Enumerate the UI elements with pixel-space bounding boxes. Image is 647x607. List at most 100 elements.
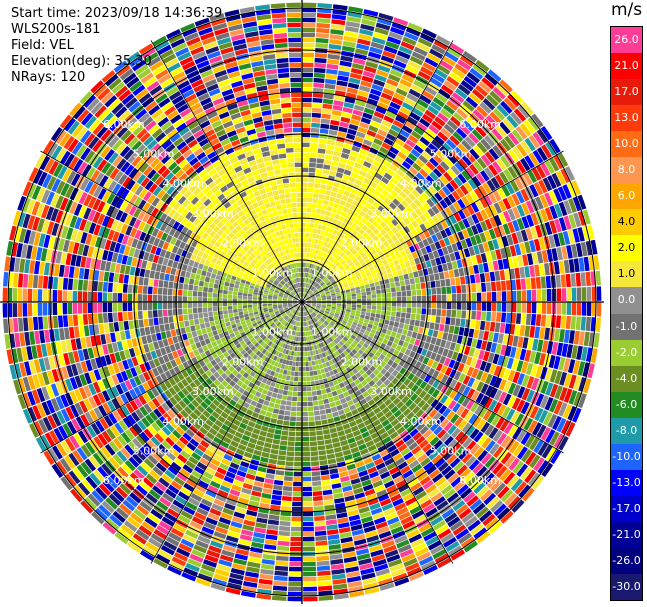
velocity-gate xyxy=(373,79,386,87)
velocity-gate xyxy=(261,558,275,565)
velocity-gate xyxy=(379,124,390,133)
velocity-gate xyxy=(385,283,391,289)
velocity-gate xyxy=(375,106,387,115)
velocity-gate xyxy=(462,100,475,112)
velocity-gate xyxy=(368,216,375,224)
velocity-gate xyxy=(489,271,496,282)
velocity-gate xyxy=(336,255,342,261)
velocity-gate xyxy=(499,322,506,334)
velocity-gate xyxy=(442,332,449,341)
velocity-gate xyxy=(322,252,327,258)
velocity-gate xyxy=(263,442,272,449)
velocity-gate xyxy=(302,481,312,487)
velocity-gate xyxy=(315,535,328,542)
velocity-gate xyxy=(316,266,320,271)
velocity-gate xyxy=(419,136,430,147)
velocity-gate xyxy=(281,430,289,436)
velocity-gate xyxy=(396,182,405,191)
velocity-gate xyxy=(349,72,362,80)
velocity-gate xyxy=(316,555,330,561)
velocity-gate xyxy=(351,145,361,153)
velocity-gate xyxy=(330,432,339,439)
velocity-gate xyxy=(408,272,414,279)
velocity-gate xyxy=(535,314,542,327)
velocity-gate xyxy=(386,78,399,87)
velocity-gate xyxy=(312,269,316,275)
velocity-gate xyxy=(333,446,342,453)
velocity-gate xyxy=(339,121,350,128)
velocity-gate xyxy=(318,255,322,261)
velocity-gate xyxy=(514,324,521,336)
velocity-gate xyxy=(387,272,394,279)
velocity-gate xyxy=(308,273,311,279)
velocity-gate xyxy=(282,486,293,492)
velocity-gate xyxy=(416,140,427,150)
velocity-gate xyxy=(302,411,308,417)
velocity-gate xyxy=(288,566,302,572)
velocity-gate xyxy=(363,9,379,17)
velocity-gate xyxy=(303,287,305,293)
velocity-gate xyxy=(340,116,351,124)
velocity-gate xyxy=(348,176,357,184)
velocity-gate xyxy=(358,186,367,194)
velocity-gate xyxy=(329,124,339,131)
velocity-gate xyxy=(326,413,333,419)
velocity-gate xyxy=(302,217,307,223)
velocity-gate xyxy=(457,59,472,71)
velocity-gate xyxy=(308,268,311,273)
velocity-gate xyxy=(596,302,602,317)
velocity-gate xyxy=(313,223,319,229)
velocity-gate xyxy=(322,98,334,105)
velocity-gate xyxy=(311,107,322,113)
velocity-gate xyxy=(325,210,331,217)
velocity-gate xyxy=(422,132,434,143)
velocity-gate xyxy=(271,413,279,419)
velocity-gate xyxy=(327,254,332,260)
velocity-gate xyxy=(260,563,275,570)
velocity-gate xyxy=(312,193,319,199)
velocity-gate xyxy=(399,106,411,116)
velocity-gate xyxy=(322,103,333,110)
velocity-gate xyxy=(295,431,302,437)
velocity-gate xyxy=(302,406,308,412)
velocity-gate xyxy=(302,87,313,93)
velocity-gate xyxy=(496,302,502,312)
velocity-gate xyxy=(309,371,314,376)
velocity-gate xyxy=(295,361,299,367)
velocity-gate xyxy=(361,298,367,302)
velocity-gate xyxy=(322,484,332,491)
velocity-gate xyxy=(491,302,497,312)
velocity-gate xyxy=(366,291,371,295)
velocity-gate xyxy=(264,416,271,423)
velocity-gate xyxy=(321,113,331,120)
velocity-gate xyxy=(566,302,572,316)
velocity-gate xyxy=(268,458,277,465)
velocity-gate xyxy=(323,159,332,165)
velocity-gate xyxy=(302,501,313,507)
velocity-gate xyxy=(322,257,327,263)
velocity-gate xyxy=(331,19,346,26)
velocity-gate xyxy=(312,233,317,239)
velocity-gate xyxy=(381,189,390,197)
velocity-gate xyxy=(345,26,359,33)
velocity-gate xyxy=(490,281,497,292)
velocity-gate xyxy=(419,276,425,283)
velocity-gate xyxy=(308,278,311,284)
velocity-gate xyxy=(454,63,469,75)
velocity-gate xyxy=(400,285,406,292)
velocity-gate xyxy=(334,247,340,254)
velocity-gate xyxy=(332,202,340,209)
velocity-gate xyxy=(433,39,449,51)
velocity-gate xyxy=(310,446,318,452)
velocity-gate xyxy=(319,189,326,195)
velocity-gate xyxy=(320,275,325,280)
velocity-gate xyxy=(305,237,309,243)
velocity-gate xyxy=(312,287,316,292)
velocity-gate xyxy=(305,294,309,299)
velocity-gate xyxy=(388,73,401,83)
velocity-gate xyxy=(345,185,353,193)
velocity-gate xyxy=(416,289,422,296)
velocity-gate xyxy=(371,142,381,151)
velocity-gate xyxy=(309,152,318,158)
velocity-gate xyxy=(563,329,570,344)
